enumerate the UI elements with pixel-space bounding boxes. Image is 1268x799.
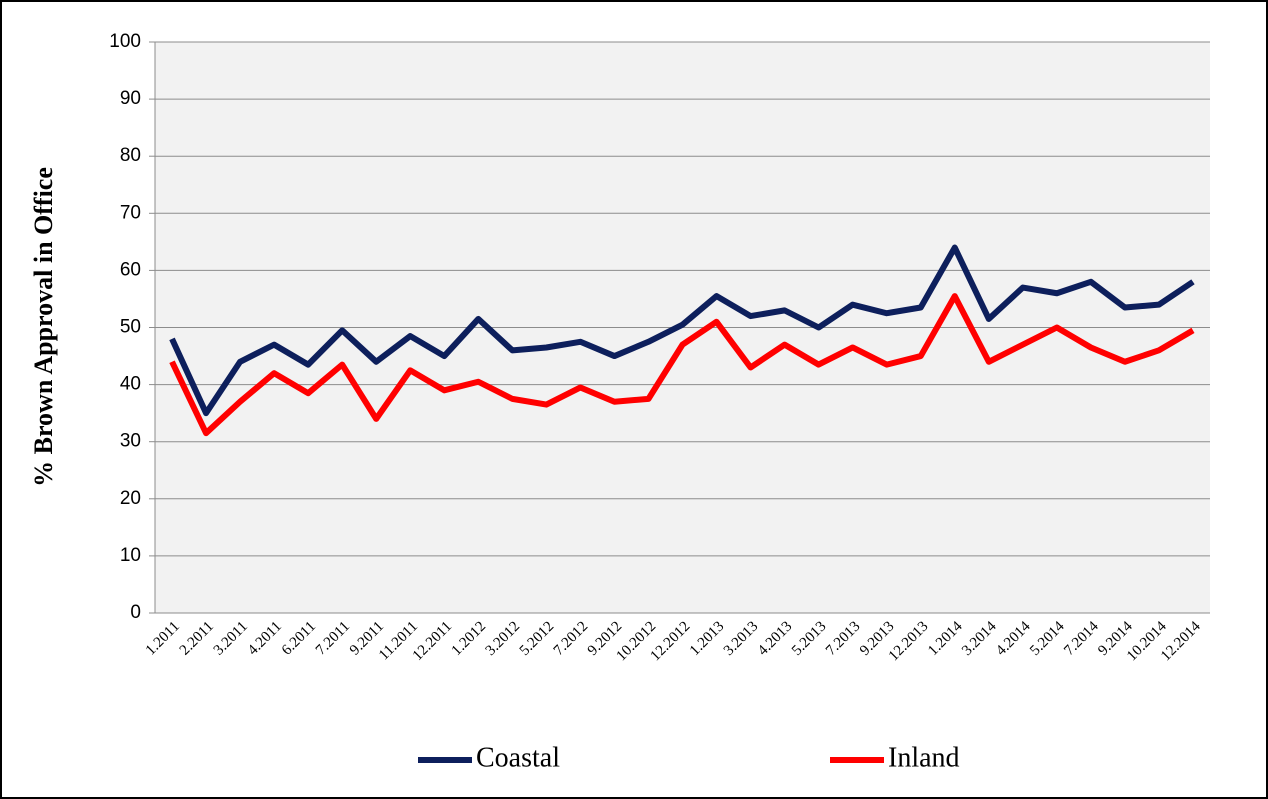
y-tick-label: 20 [120,488,141,509]
y-axis-label: % Brown Approval in Office [29,167,58,487]
y-tick-label: 60 [120,259,141,280]
legend-label: Inland [888,742,960,773]
line-series [169,244,1195,417]
y-tick-label: 40 [120,374,141,395]
y-tick-label: 100 [109,31,141,52]
y-tick-label: 80 [120,145,141,166]
y-tick-label: 30 [120,431,141,452]
y-tick-label: 70 [120,202,141,223]
legend-label: Coastal [476,742,560,773]
y-tick-label: 50 [120,317,141,338]
y-tick-label: 90 [120,88,141,109]
y-tick-label: 10 [120,545,141,566]
line-series [169,293,1195,437]
y-tick-label: 0 [130,602,141,623]
